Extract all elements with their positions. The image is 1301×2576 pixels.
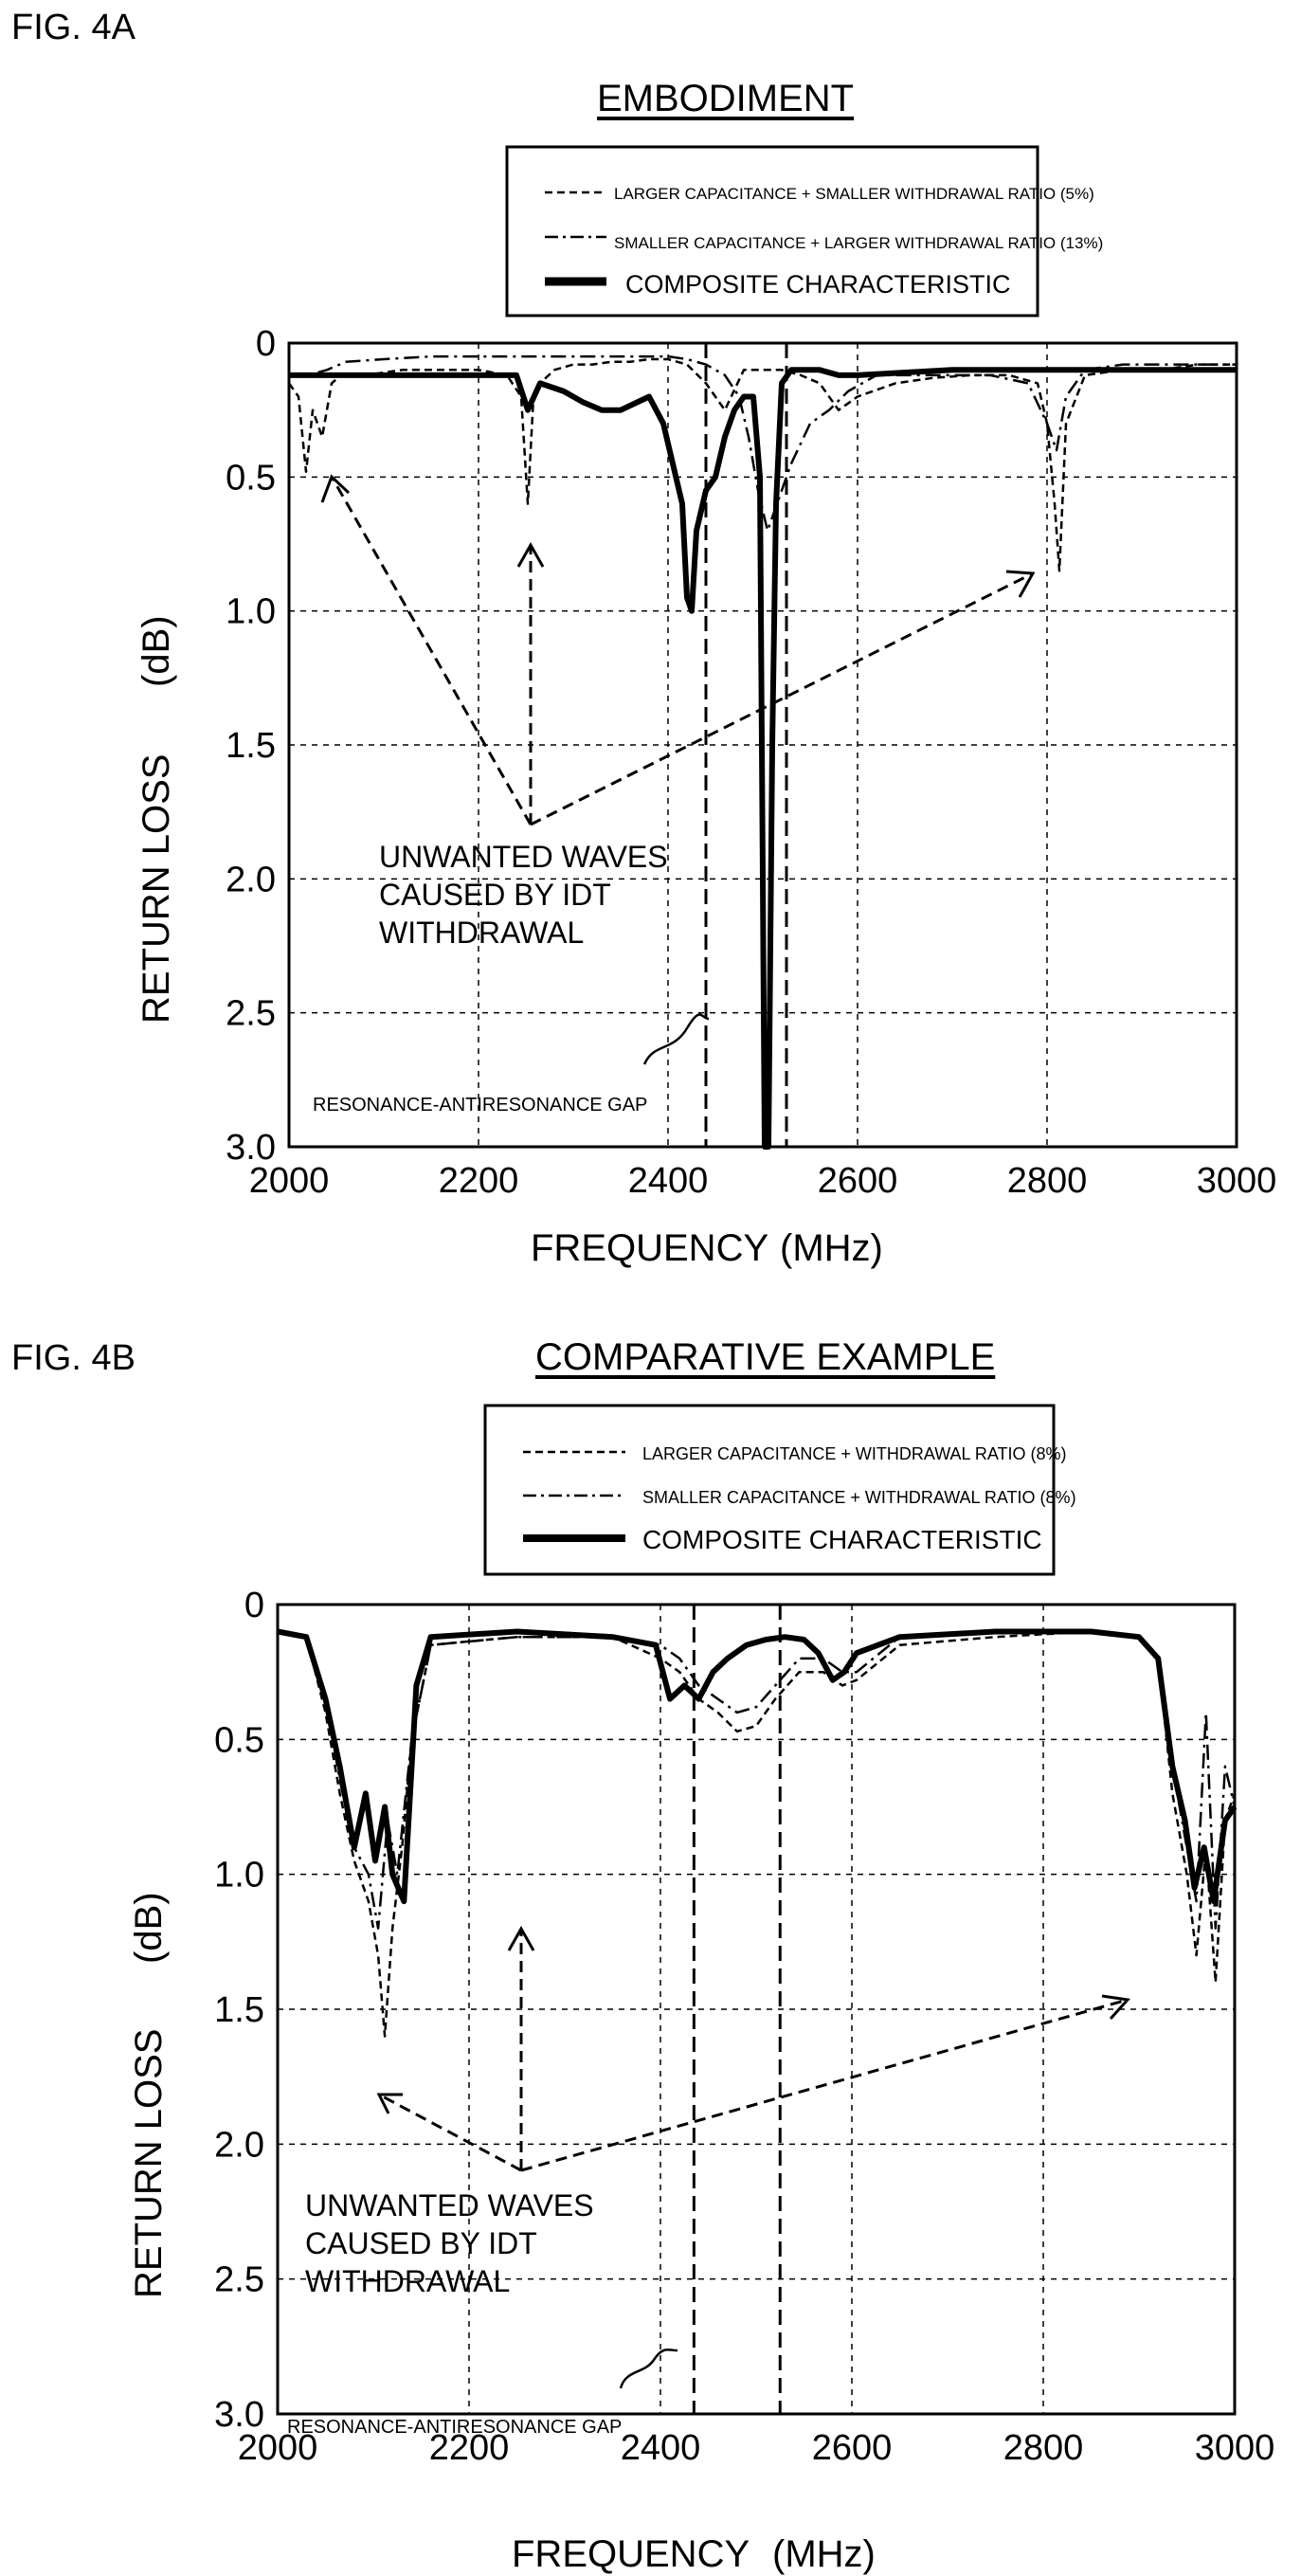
fig-4b-legend-label-3: COMPOSITE CHARACTERISTIC <box>642 1525 1042 1554</box>
x-tick-label: 3000 <box>1197 1161 1277 1201</box>
x-tick-label: 2400 <box>628 1161 709 1201</box>
fig-4b-annotation-line-2: CAUSED BY IDT <box>305 2226 537 2260</box>
fig-4b-ticks: 2000 2200 2400 2600 2800 3000 0 0.5 1.0 1.5 2.0 2.5… <box>214 1586 1274 2468</box>
fig-4a-legend: LARGER CAPACITANCE + SMALLER WITHDRAWAL … <box>505 145 1103 317</box>
fig-4a-legend-label-3: COMPOSITE CHARACTERISTIC <box>625 270 1011 299</box>
y-tick-label: 1.5 <box>226 726 276 766</box>
fig-4b-gap-pointer <box>619 2348 678 2389</box>
series-line-solid <box>277 1628 1238 1905</box>
y-tick-label: 2.0 <box>214 2125 264 2165</box>
fig-4a-legend-label-2: SMALLER CAPACITANCE + LARGER WITHDRAWAL … <box>614 234 1103 252</box>
fig-4a-legend-label-1: LARGER CAPACITANCE + SMALLER WITHDRAWAL … <box>614 185 1094 203</box>
y-tick-label: 1.0 <box>214 1856 264 1896</box>
fig-4b-plot-frame <box>276 1603 1237 2416</box>
fig-4b-annotation-line-1: UNWANTED WAVES <box>305 2188 594 2222</box>
fig-4b-annotation-line-3: WITHDRAWAL <box>305 2264 510 2298</box>
fig-4a-x-axis-label: FREQUENCY <box>531 1227 768 1269</box>
fig-4b-y-axis-unit: (dB) <box>128 1892 170 1964</box>
fig-4a-arrowheads <box>320 474 1036 598</box>
fig-4b-x-axis-unit: (MHz) <box>772 2533 876 2575</box>
fig-4a-ticks: 2000 2200 2400 2600 2800 3000 0 0.5 1.0 1.5 2.0 2.5… <box>226 324 1276 1201</box>
fig-4a-y-axis-unit: (dB) <box>136 615 177 687</box>
fig-4b-label: FIG. 4B <box>11 1338 136 1378</box>
x-tick-label: 2000 <box>238 2428 318 2468</box>
y-tick-label: 2.0 <box>226 860 276 899</box>
x-tick-label: 2400 <box>621 2428 701 2468</box>
fig-4b-title: COMPARATIVE EXAMPLE <box>535 1336 996 1378</box>
fig-4b-annotation-arrows <box>378 1929 1129 2172</box>
fig-4b-legend-label-2: SMALLER CAPACITANCE + WITHDRAWAL RATIO (… <box>642 1488 1076 1507</box>
x-tick-label: 2600 <box>812 2428 893 2468</box>
x-tick-label: 2000 <box>249 1161 330 1201</box>
x-tick-label: 2200 <box>439 1161 519 1201</box>
fig-4b-x-axis-label: FREQUENCY <box>512 2533 750 2575</box>
x-tick-label: 2800 <box>1003 2428 1084 2468</box>
fig-4b-grid <box>278 1605 1235 2414</box>
fig-4b-legend: LARGER CAPACITANCE + WITHDRAWAL RATIO (8… <box>483 1404 1076 1576</box>
y-tick-label: 2.5 <box>214 2260 264 2300</box>
series-line-dashed <box>287 357 1237 572</box>
y-tick-label: 0.5 <box>214 1720 264 1760</box>
x-tick-label: 2800 <box>1007 1161 1088 1201</box>
fig-4a-gap-label: RESONANCE-ANTIRESONANCE GAP <box>313 1095 647 1116</box>
fig-4a-series-group <box>287 354 1237 1150</box>
fig-4a-gap-pointer <box>642 1013 710 1065</box>
x-tick-label: 3000 <box>1195 2428 1275 2468</box>
fig-4a-plot-frame <box>287 341 1238 1149</box>
fig-4a-chart: LARGER CAPACITANCE + SMALLER WITHDRAWAL … <box>136 145 1276 1269</box>
fig-4a-grid <box>289 343 1237 1147</box>
y-tick-label: 3.0 <box>214 2395 264 2435</box>
fig-4a-y-axis-label: RETURN LOSS <box>136 754 177 1025</box>
fig-4a-x-axis-unit: (MHz) <box>780 1227 883 1269</box>
series-line-solid <box>289 367 1237 1150</box>
y-tick-label: 0 <box>244 1586 264 1625</box>
fig-4a-label: FIG. 4A <box>11 8 136 47</box>
y-tick-label: 2.5 <box>226 994 276 1034</box>
fig-4b-legend-label-1: LARGER CAPACITANCE + WITHDRAWAL RATIO (8… <box>642 1444 1067 1463</box>
fig-4b-series-group <box>277 1628 1238 2038</box>
fig-4a-annotation-arrows <box>330 476 1034 826</box>
fig-4b-chart: LARGER CAPACITANCE + WITHDRAWAL RATIO (8… <box>128 1404 1274 2575</box>
series-line-dashdot <box>289 354 1237 533</box>
series-line-dashed <box>277 1630 1237 2038</box>
fig-4a-annotation-line-1: UNWANTED WAVES <box>379 840 668 874</box>
y-tick-label: 0 <box>256 324 276 364</box>
fig-4a-annotation-line-2: CAUSED BY IDT <box>379 878 611 912</box>
fig-4b-gap-lines <box>692 1605 782 2414</box>
fig-4b-gap-label: RESONANCE-ANTIRESONANCE GAP <box>287 2417 622 2438</box>
y-tick-label: 0.5 <box>226 458 276 498</box>
x-tick-label: 2200 <box>429 2428 510 2468</box>
fig-4b-y-axis-label: RETURN LOSS <box>128 2029 170 2299</box>
x-tick-label: 2600 <box>818 1161 898 1201</box>
fig-4a-gap-lines <box>704 343 788 1147</box>
fig-4a-annotation-line-3: WITHDRAWAL <box>379 916 584 950</box>
y-tick-label: 3.0 <box>226 1128 276 1168</box>
y-tick-label: 1.0 <box>226 592 276 632</box>
y-tick-label: 1.5 <box>214 1990 264 2030</box>
fig-4a-title: EMBODIMENT <box>597 78 855 119</box>
fig-4b-arrowheads <box>376 1925 1130 2114</box>
